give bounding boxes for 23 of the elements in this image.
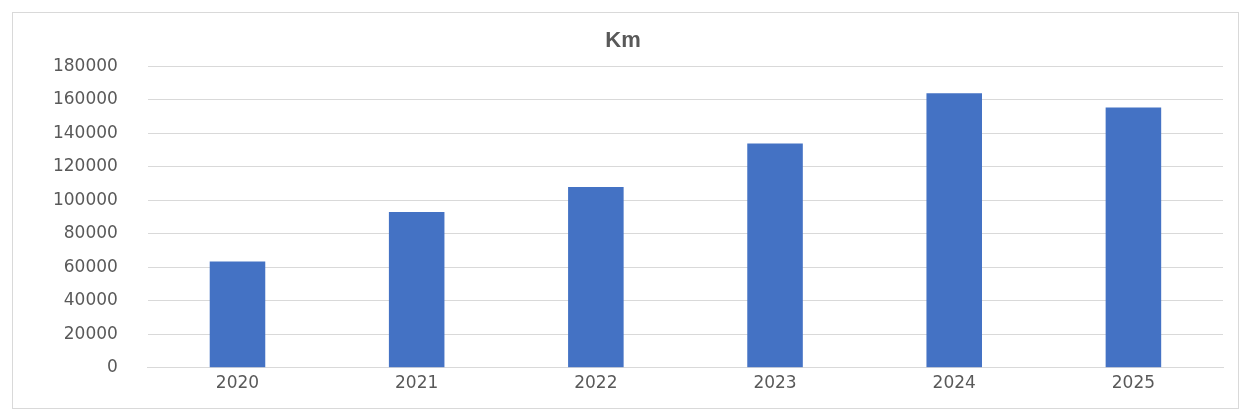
x-tick-label: 2021 — [395, 372, 439, 393]
y-tick-label: 120000 — [52, 155, 118, 176]
y-tick-label: 180000 — [52, 54, 118, 75]
x-tick-label: 2024 — [932, 372, 976, 393]
x-tick-label: 2025 — [1111, 372, 1156, 393]
x-tick-label: 2023 — [753, 372, 797, 393]
x-tick-label: 2022 — [574, 372, 618, 393]
x-tick-label: 2020 — [215, 372, 260, 393]
y-tick-label: 40000 — [63, 289, 118, 310]
y-tick-label: 160000 — [52, 88, 118, 109]
y-tick-label: 80000 — [63, 222, 118, 243]
y-tick-label: 60000 — [63, 255, 118, 276]
y-tick-label: 100000 — [52, 188, 118, 209]
y-tick-label: 140000 — [52, 121, 118, 142]
bar — [926, 93, 982, 368]
y-tick-label: 0 — [107, 356, 118, 377]
chart-title: Km — [605, 27, 641, 53]
bar — [388, 212, 445, 368]
y-tick-label: 20000 — [63, 322, 118, 343]
bar — [1105, 107, 1162, 368]
bar — [209, 261, 266, 368]
bar — [747, 143, 803, 368]
bar — [568, 186, 624, 368]
